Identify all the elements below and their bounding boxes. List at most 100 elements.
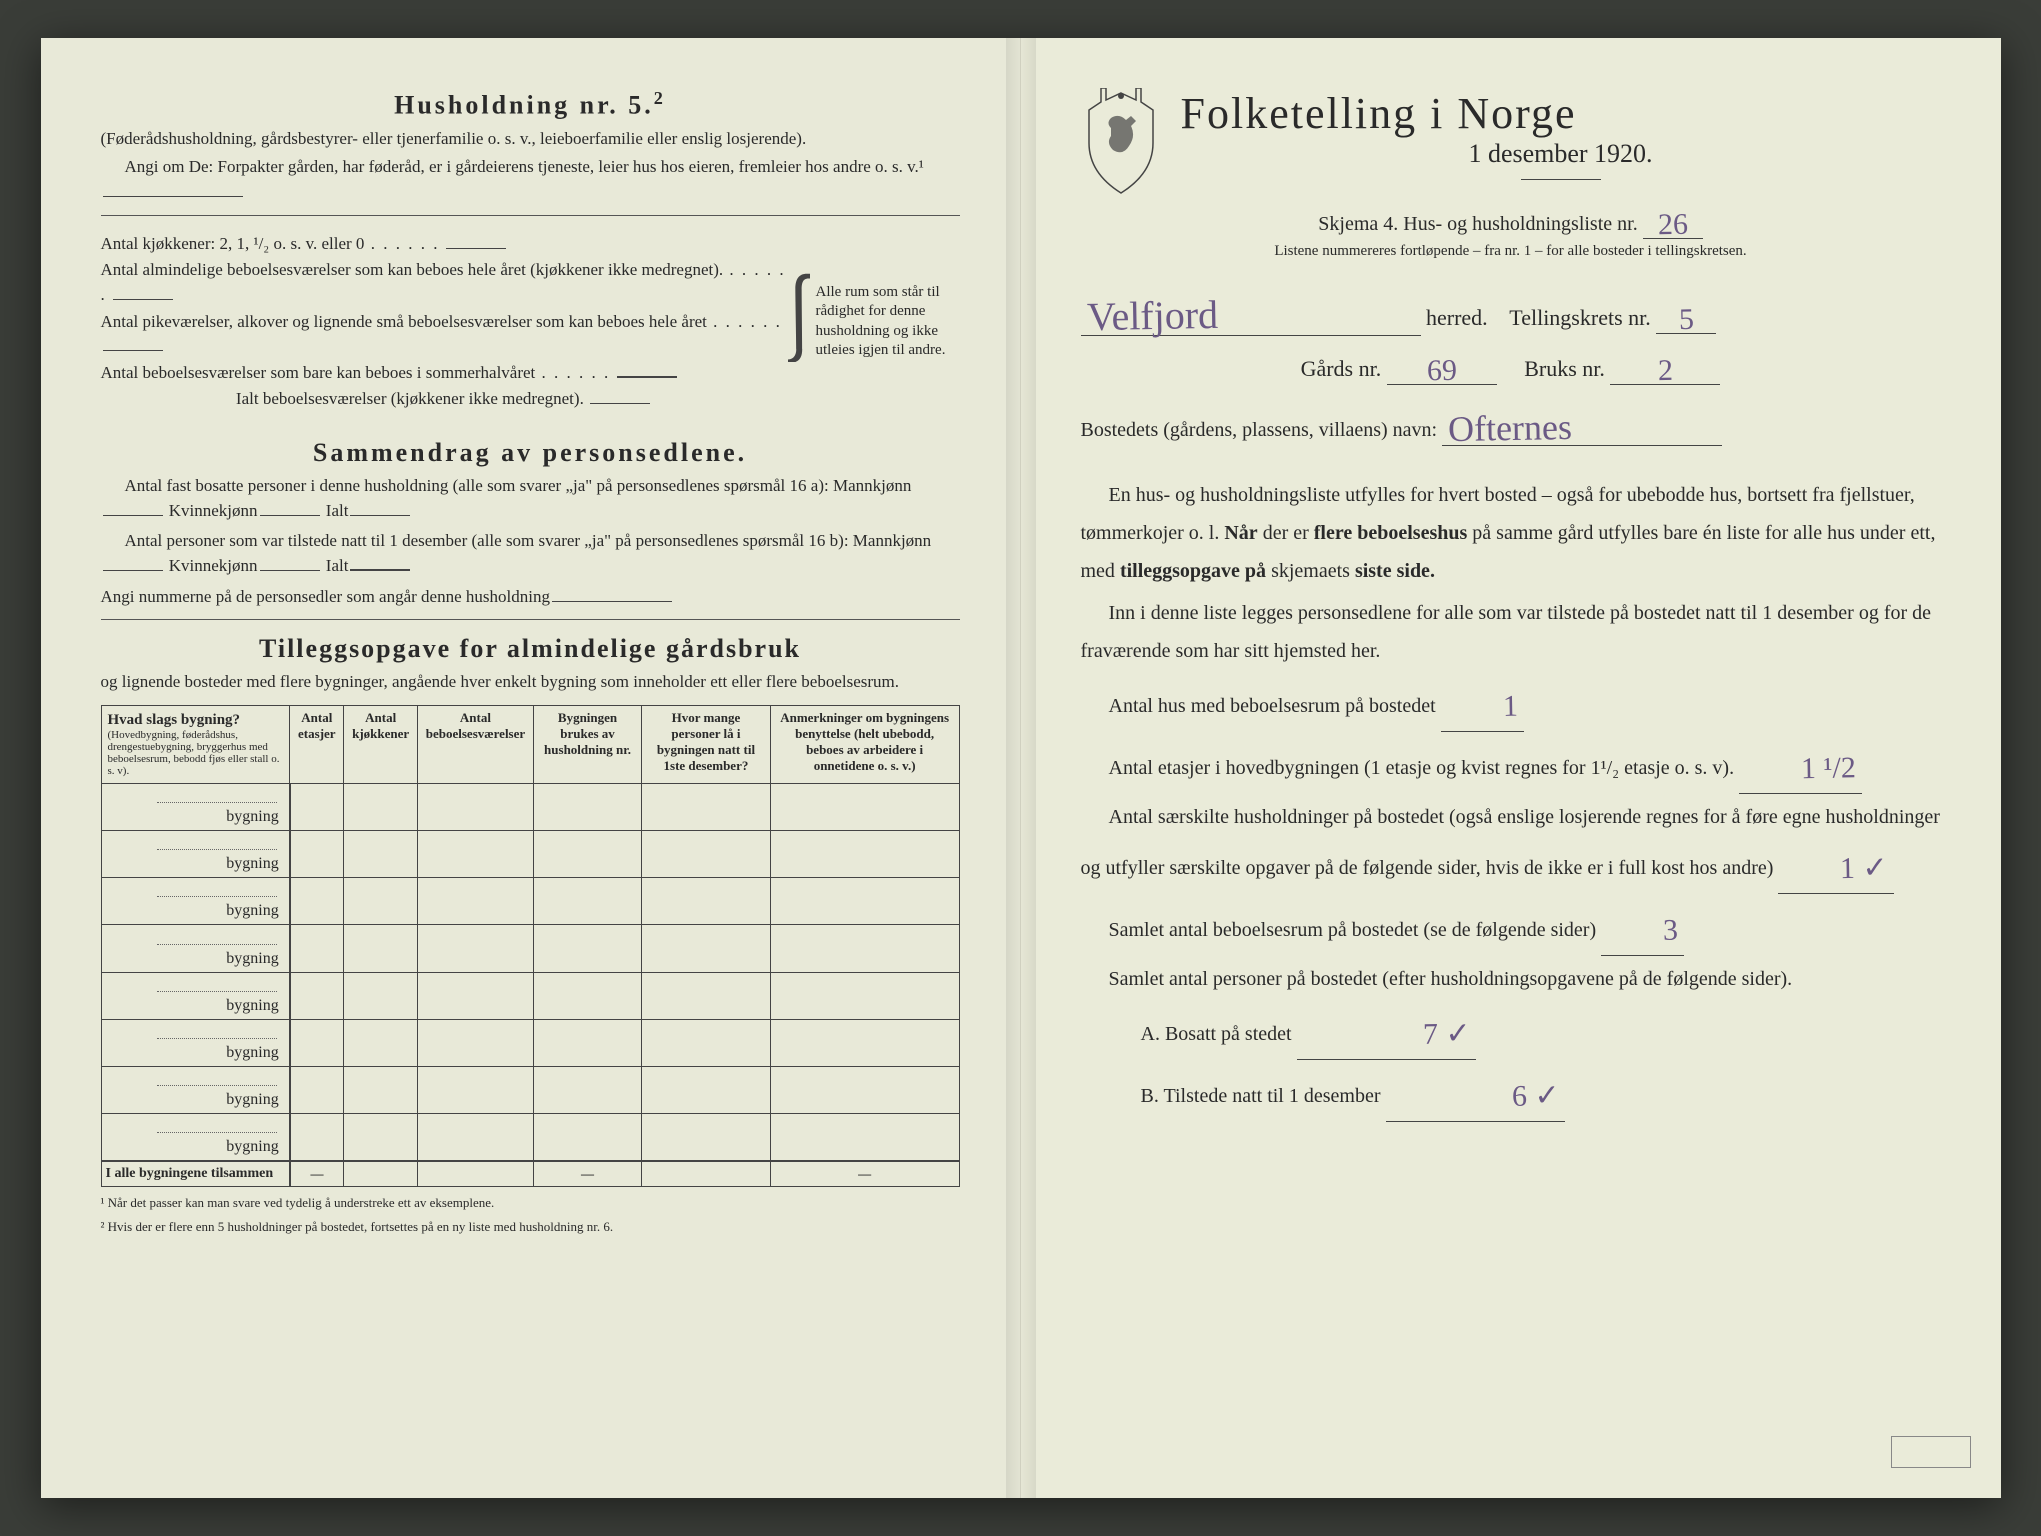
main-title: Folketelling i Norge	[1181, 88, 1941, 139]
herred-field: Velfjord	[1081, 288, 1421, 336]
table-header-row: Hvad slags bygning? (Hovedbygning, føder…	[101, 705, 959, 783]
sammendrag-line1: Antal fast bosatte personer i denne hush…	[101, 474, 960, 523]
saerskilte-value: 1 ✓	[1812, 839, 1889, 897]
col3-header: Antal kjøkkener	[344, 705, 418, 783]
right-page: Folketelling i Norge 1 desember 1920. Sk…	[1021, 38, 2001, 1498]
title-divider	[1521, 179, 1601, 180]
listene-note: Listene nummereres fortløpende – fra nr.…	[1081, 243, 1941, 260]
ialt-blank	[590, 388, 650, 404]
bosted-value: Ofternes	[1448, 406, 1573, 450]
antal-hus-label: Antal hus med beboelsesrum på bostedet	[1109, 695, 1436, 717]
col2-header: Antal etasjer	[290, 705, 344, 783]
samlet-rum-label: Samlet antal beboelsesrum på bostedet (s…	[1109, 919, 1597, 941]
mann2-blank	[103, 555, 163, 571]
ialt-label-2: Ialt	[326, 556, 349, 575]
bruks-value: 2	[1658, 354, 1674, 388]
angi-nummer-text: Angi nummerne på de personsedler som ang…	[101, 587, 550, 606]
etasjer-field: 1 ¹/2	[1739, 736, 1862, 794]
saerskilte-line: Antal særskilte husholdninger på bostede…	[1081, 798, 1941, 894]
right-header: Folketelling i Norge 1 desember 1920.	[1081, 88, 1941, 198]
A-field: 7 ✓	[1297, 1002, 1477, 1060]
row-label: bygning	[101, 1114, 290, 1162]
row-label: bygning	[101, 783, 290, 830]
sub1: (Føderådshusholdning, gårdsbestyrer- ell…	[101, 127, 960, 152]
table-row: bygning	[101, 972, 959, 1019]
dots-1	[364, 234, 439, 253]
gards-value: 69	[1426, 354, 1457, 389]
samlet-pers-line: Samlet antal personer på bostedet (efter…	[1081, 960, 1941, 998]
B-label: B. Tilstede natt til 1 desember	[1141, 1085, 1381, 1107]
rule-1	[101, 215, 960, 216]
coat-of-arms-icon	[1081, 88, 1161, 198]
sum-c6	[642, 1161, 771, 1187]
gards-field: 69	[1387, 350, 1497, 385]
herred-line: Velfjord herred. Tellingskrets nr. 5	[1081, 288, 1941, 336]
kvinne-label-1: Kvinnekjønn	[169, 501, 258, 520]
rooms-group: Antal kjøkkener: 2, 1, ¹/₂ o. s. v. elle…	[101, 230, 960, 414]
left-page: Husholdning nr. 5.2 (Føderådshusholdning…	[41, 38, 1021, 1498]
kvinne-label-2: Kvinnekjønn	[169, 556, 258, 575]
col1-sub: (Hovedbygning, føderådshus, drengestueby…	[108, 729, 284, 777]
row-label: bygning	[101, 972, 290, 1019]
ialt-label: Ialt beboelsesværelser (kjøkkener ikke m…	[236, 389, 584, 408]
A-value: 7 ✓	[1362, 1005, 1471, 1064]
antal-hus-value: 1	[1474, 678, 1518, 736]
B-line: B. Tilstede natt til 1 desember 6 ✓	[1081, 1064, 1941, 1122]
table-row: bygning	[101, 1067, 959, 1114]
alm-row: Antal almindelige beboelsesværelser som …	[101, 258, 788, 307]
col6-header: Hvor mange personer lå i bygningen natt …	[642, 705, 771, 783]
sum-c5: —	[533, 1161, 641, 1187]
para2: Inn i denne liste legges personsedlene f…	[1081, 594, 1941, 670]
pike-row: Antal pikeværelser, alkover og lignende …	[101, 310, 788, 359]
saerskilte-field: 1 ✓	[1778, 836, 1894, 894]
sammendrag-l2-text: Antal personer som var tilstede natt til…	[125, 531, 932, 550]
antal-hus-line: Antal hus med beboelsesrum på bostedet 1	[1081, 674, 1941, 732]
sub2-text: Angi om De: Forpakter gården, har føderå…	[125, 157, 924, 176]
table-row: bygning	[101, 831, 959, 878]
liste-nr-field: 26	[1643, 204, 1703, 239]
col4-header: Antal beboelsesværelser	[417, 705, 533, 783]
footnote-2: ² Hvis der er flere enn 5 husholdninger …	[101, 1219, 960, 1235]
gards-label: Gårds nr.	[1301, 356, 1382, 381]
brace-text: Alle rum som står til rådighet for denne…	[810, 230, 960, 414]
dots-4	[535, 363, 610, 382]
etasjer-label: Antal etasjer i hovedbygningen (1 etasje…	[1109, 757, 1735, 779]
gards-line: Gårds nr. 69 Bruks nr. 2	[1081, 350, 1941, 385]
printer-stamp	[1891, 1436, 1971, 1468]
bosted-label: Bostedets (gårdens, plassens, villaens) …	[1081, 419, 1438, 441]
ialt1-blank	[350, 500, 410, 516]
bruks-field: 2	[1610, 350, 1720, 385]
tellingskrets-value: 5	[1678, 303, 1694, 337]
sammendrag-l1-text: Antal fast bosatte personer i denne hush…	[125, 476, 912, 495]
row-label: bygning	[101, 1067, 290, 1114]
row-label: bygning	[101, 831, 290, 878]
brace-icon: ⎰	[788, 230, 810, 414]
kvinne1-blank	[260, 500, 320, 516]
kjokkener-blank	[446, 232, 506, 248]
table-row: bygning	[101, 783, 959, 830]
alm-label: Antal almindelige beboelsesværelser som …	[101, 260, 724, 279]
household-heading-text: Husholdning nr. 5.	[394, 91, 654, 120]
liste-nr-value: 26	[1657, 208, 1688, 243]
kjokkener-label: Antal kjøkkener: 2, 1, ¹/₂ o. s. v. elle…	[101, 234, 365, 253]
sub2-blank	[103, 181, 243, 197]
row-label: bygning	[101, 1019, 290, 1066]
tillegg-sub: og lignende bosteder med flere bygninger…	[101, 670, 960, 695]
household-heading: Husholdning nr. 5.2	[101, 88, 960, 121]
kvinne2-blank	[260, 555, 320, 571]
sammendrag-line2: Antal personer som var tilstede natt til…	[101, 529, 960, 578]
dots-3	[707, 312, 782, 331]
ialt2-blank	[350, 555, 410, 571]
herred-value: Velfjord	[1086, 291, 1218, 340]
alm-blank	[113, 284, 173, 300]
sommer-row: Antal beboelsesværelser som bare kan beb…	[101, 361, 788, 386]
date-line: 1 desember 1920.	[1181, 139, 1941, 169]
samlet-rum-field: 3	[1601, 898, 1684, 956]
sum-label: I alle bygningene tilsammen	[101, 1161, 290, 1187]
footnote-1: ¹ Når det passer kan man svare ved tydel…	[101, 1195, 960, 1211]
row-label: bygning	[101, 878, 290, 925]
sum-c7: —	[770, 1161, 959, 1187]
table-row: bygning	[101, 1019, 959, 1066]
bosted-field: Ofternes	[1442, 403, 1722, 446]
samlet-rum-value: 3	[1635, 902, 1679, 960]
